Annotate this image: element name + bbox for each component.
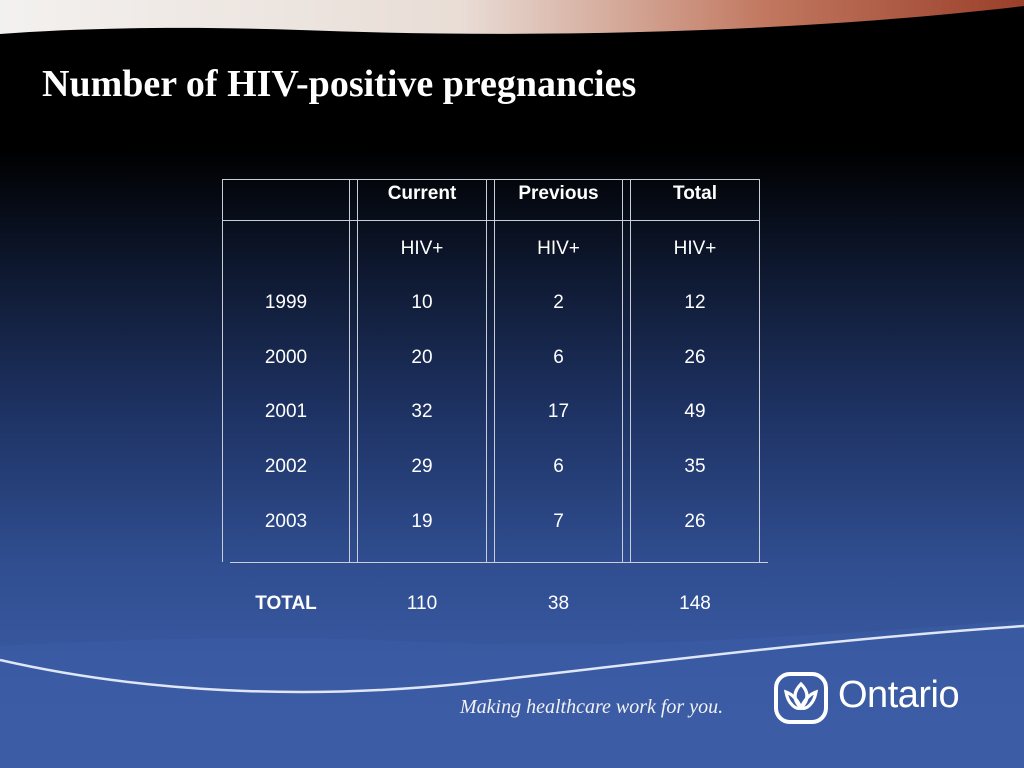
row-total: 12 [684, 292, 706, 313]
table-border-top [222, 179, 760, 180]
top-swoosh [0, 0, 1024, 34]
row-total: 26 [684, 511, 706, 532]
row-year: 2003 [264, 511, 308, 532]
totals-total: 148 [679, 593, 711, 614]
table-divider [357, 179, 358, 562]
row-total: 26 [684, 347, 706, 368]
row-previous: 6 [553, 456, 564, 477]
row-previous: 17 [547, 401, 570, 422]
subheader-previous: HIV+ [537, 238, 580, 259]
table-border-left [222, 179, 223, 562]
row-previous: 2 [553, 292, 564, 313]
row-year: 2001 [264, 401, 308, 422]
subheader-current: HIV+ [400, 238, 444, 259]
column-header-current: Current [387, 183, 457, 204]
table-divider [349, 179, 350, 562]
totals-previous: 38 [547, 593, 570, 614]
column-header-total: Total [673, 183, 717, 204]
totals-label: TOTAL [255, 593, 317, 614]
row-current: 10 [411, 292, 433, 313]
table-divider [494, 179, 495, 562]
slide-title: Number of HIV-positive pregnancies [42, 63, 637, 105]
row-current: 19 [411, 511, 433, 532]
table-divider [630, 179, 631, 562]
brand-wordmark: Ontario [838, 674, 960, 716]
footer-tagline: Making healthcare work for you. [460, 696, 724, 718]
row-year: 2002 [264, 456, 308, 477]
table-divider [486, 179, 487, 562]
table-border-right [759, 179, 760, 562]
row-year: 1999 [264, 292, 308, 313]
bottom-wave [0, 620, 1024, 768]
row-previous: 7 [553, 511, 564, 532]
row-total: 35 [684, 456, 706, 477]
subheader-total: HIV+ [673, 238, 717, 259]
column-header-previous: Previous [518, 183, 599, 204]
row-current: 32 [411, 401, 433, 422]
table-divider [622, 179, 623, 562]
totals-current: 110 [406, 593, 438, 614]
row-current: 20 [411, 347, 433, 368]
row-previous: 6 [553, 347, 564, 368]
row-year: 2000 [264, 347, 308, 368]
trillium-icon [774, 672, 828, 724]
table-header-rule [222, 220, 760, 221]
row-current: 29 [411, 456, 433, 477]
table-border-bottom [230, 562, 768, 563]
row-total: 49 [684, 401, 706, 422]
